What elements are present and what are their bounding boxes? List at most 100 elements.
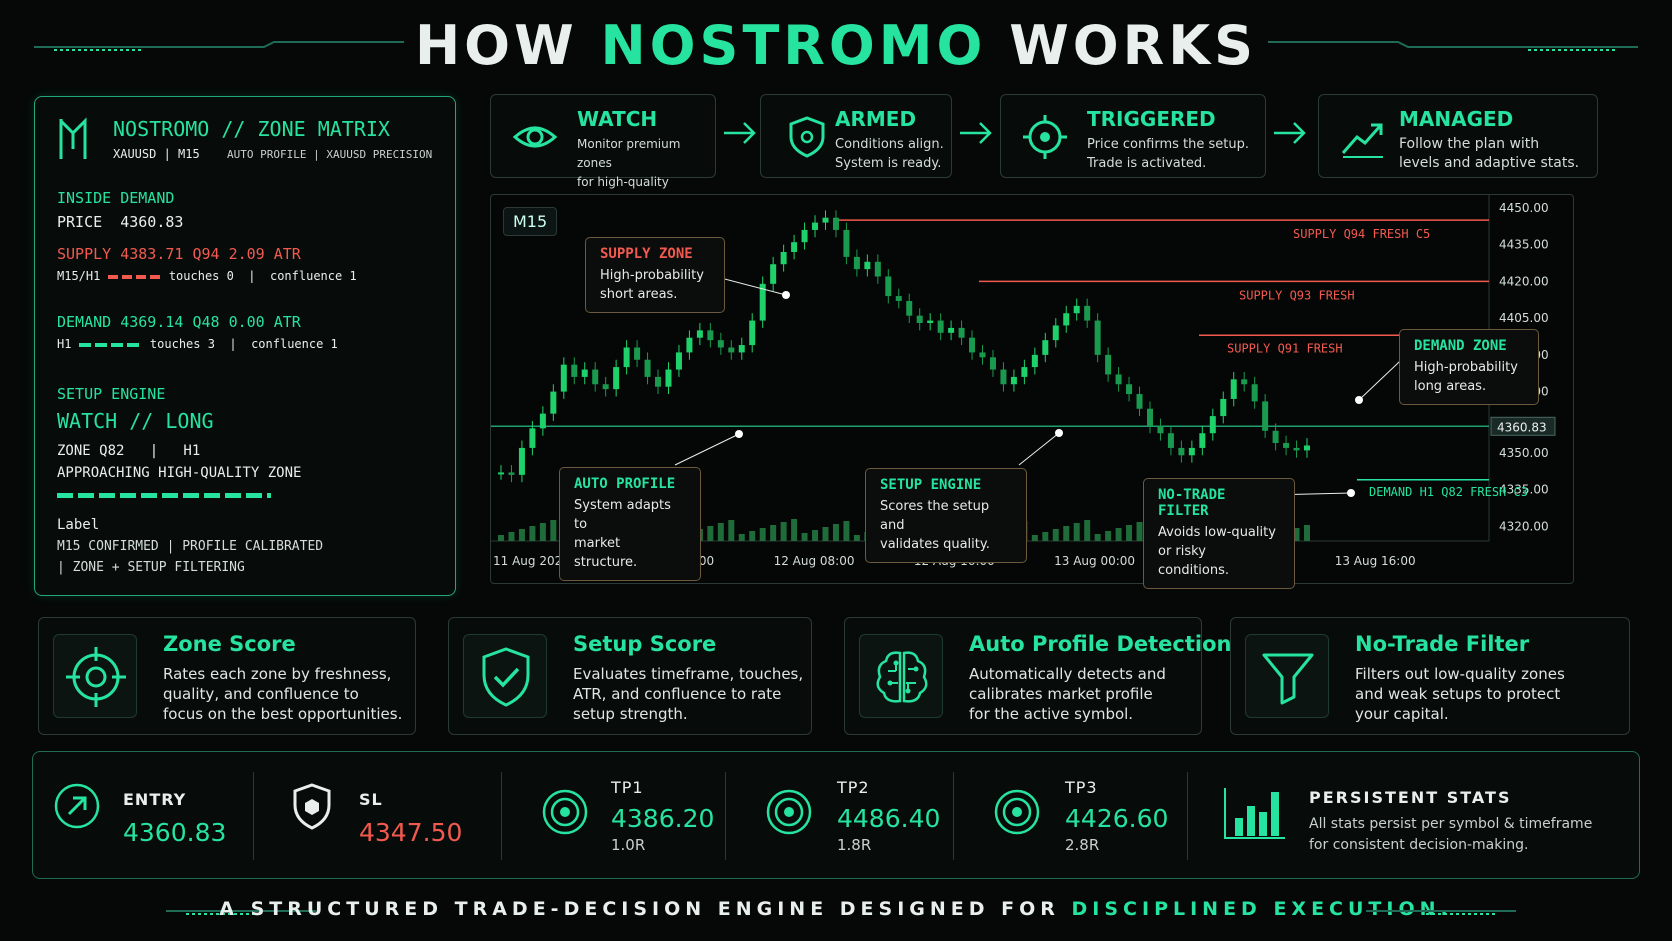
trend-up-icon bbox=[1341, 123, 1383, 158]
candle-body bbox=[1304, 445, 1310, 451]
matrix-status: INSIDE DEMAND bbox=[57, 189, 175, 207]
candle-body bbox=[508, 472, 515, 475]
candle-body bbox=[1021, 367, 1028, 377]
volume-bar bbox=[780, 522, 787, 541]
candle-body bbox=[1220, 398, 1227, 417]
volume-bar bbox=[812, 530, 819, 541]
tp1-label: TP1 bbox=[611, 778, 644, 797]
shield-check-icon bbox=[482, 647, 530, 707]
volume-bar bbox=[832, 524, 839, 541]
persistent-stats-label: PERSISTENT STATS bbox=[1309, 788, 1512, 807]
y-tick-label: 4435.00 bbox=[1499, 238, 1549, 252]
footer-tagline: A STRUCTURED TRADE-DECISION ENGINE DESIG… bbox=[219, 898, 1453, 920]
step-title: TRIGGERED bbox=[1087, 107, 1216, 131]
nostromo-logo-icon bbox=[59, 117, 87, 159]
candle-body bbox=[1283, 443, 1290, 448]
feature-zone-score: Zone Score Rates each zone by freshness,… bbox=[38, 617, 416, 735]
target-icon bbox=[542, 789, 588, 835]
candle-body bbox=[822, 217, 829, 223]
candle-body bbox=[1209, 416, 1216, 434]
callout-no-trade-filter: NO-TRADE FILTER Avoids low-quality or ri… bbox=[1143, 478, 1295, 589]
candle-body bbox=[623, 347, 630, 368]
candle-body bbox=[728, 347, 735, 353]
callout-supply-zone: SUPPLY ZONE High-probability short areas… bbox=[585, 237, 725, 313]
current-price-text: 4360.83 bbox=[1497, 420, 1547, 434]
step-title: WATCH bbox=[577, 107, 658, 131]
target-icon bbox=[66, 647, 126, 707]
eye-icon bbox=[512, 126, 558, 148]
demand-zone-label: DEMAND H1 Q82 FRESH C3 bbox=[1369, 485, 1528, 499]
setup-approach: APPROACHING HIGH-QUALITY ZONE bbox=[57, 465, 302, 481]
volume-bar bbox=[717, 523, 724, 541]
candle-body bbox=[518, 447, 525, 475]
timeframe-badge[interactable]: M15 bbox=[503, 207, 558, 236]
crosshair-icon bbox=[1023, 115, 1067, 159]
title-decoration-right bbox=[1268, 41, 1638, 51]
callout-connector bbox=[1018, 432, 1060, 466]
candle-body bbox=[1084, 305, 1091, 321]
candle-body bbox=[1230, 379, 1237, 399]
candle-body bbox=[560, 364, 567, 392]
candle-body bbox=[1293, 447, 1300, 451]
step-watch: WATCH Monitor premium zones for high-qua… bbox=[490, 94, 716, 208]
callout-dot bbox=[782, 291, 790, 299]
volume-bar bbox=[791, 519, 798, 541]
feature-no-trade-filter: No-Trade Filter Filters out low-quality … bbox=[1230, 617, 1630, 735]
candle-body bbox=[1251, 384, 1258, 402]
candle-body bbox=[1178, 447, 1185, 456]
matrix-profile: AUTO PROFILE | XAUUSD PRECISION bbox=[227, 148, 433, 161]
supply-zone-label: SUPPLY Q93 FRESH bbox=[1239, 288, 1355, 302]
candle-body bbox=[1000, 369, 1007, 385]
feature-title: Setup Score bbox=[573, 632, 717, 656]
volume-bar bbox=[1084, 520, 1091, 541]
x-tick-label: 13 Aug 16:00 bbox=[1335, 554, 1416, 568]
candle-body bbox=[1126, 384, 1133, 395]
volume-bar bbox=[1115, 528, 1122, 541]
setup-mode: WATCH // LONG bbox=[57, 409, 214, 433]
candle-body bbox=[853, 256, 860, 270]
matrix-symbol: XAUUSD | M15 bbox=[113, 147, 200, 161]
volume-bar bbox=[801, 533, 808, 541]
current-price-tag bbox=[1490, 416, 1556, 436]
shield-icon bbox=[789, 116, 825, 158]
candle-body bbox=[696, 330, 703, 338]
footer-decoration-left bbox=[166, 910, 316, 915]
volume-bar bbox=[529, 526, 536, 541]
volume-bar bbox=[1105, 531, 1112, 541]
target-icon bbox=[766, 789, 812, 835]
candle-body bbox=[529, 428, 536, 448]
price-chart[interactable]: 4450.004435.004420.004405.004390.004375.… bbox=[490, 194, 1574, 589]
supply-zone-label: SUPPLY Q91 FRESH bbox=[1227, 341, 1343, 355]
callout-dot bbox=[735, 430, 743, 438]
candle-body bbox=[759, 283, 766, 321]
volume-bar bbox=[539, 523, 546, 541]
target-icon bbox=[994, 789, 1040, 835]
brain-icon bbox=[876, 651, 928, 703]
title-decoration-left bbox=[34, 41, 404, 51]
tp3-r: 2.8R bbox=[1065, 836, 1100, 854]
supply-zone-label: SUPPLY Q94 FRESH C5 bbox=[1293, 227, 1430, 241]
candle-body bbox=[1188, 447, 1195, 456]
volume-bar bbox=[770, 525, 777, 541]
candle-body bbox=[592, 369, 599, 385]
candle-body bbox=[916, 315, 923, 324]
candle-body bbox=[717, 340, 724, 348]
volume-bar bbox=[498, 535, 504, 541]
candle-body bbox=[644, 359, 651, 377]
page-title: HOW NOSTROMO WORKS bbox=[414, 14, 1257, 77]
feature-auto-profile: Auto Profile Detection Automatically det… bbox=[844, 617, 1232, 735]
candle-body bbox=[707, 330, 714, 341]
feature-title: Zone Score bbox=[163, 632, 296, 656]
candle-body bbox=[1136, 394, 1143, 409]
candle-body bbox=[927, 320, 934, 324]
candle-body bbox=[602, 384, 609, 390]
volume-bar bbox=[822, 527, 829, 541]
volume-bar bbox=[1304, 525, 1310, 541]
candle-body bbox=[1052, 325, 1059, 341]
candle-body bbox=[1241, 379, 1248, 385]
candle-body bbox=[874, 261, 881, 277]
step-desc: Conditions align. System is ready. bbox=[835, 137, 944, 171]
callout-dot bbox=[1347, 489, 1355, 497]
candle-body bbox=[948, 327, 955, 333]
volume-bar bbox=[1126, 525, 1133, 541]
